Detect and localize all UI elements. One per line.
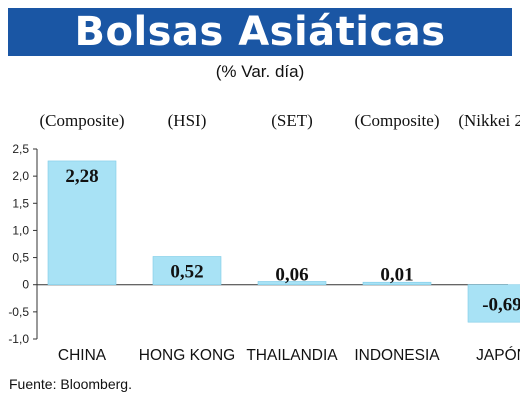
chart-title: Bolsas Asiáticas <box>74 9 446 55</box>
category-label: HONG KONG <box>139 347 235 364</box>
y-tick-label: 1,0 <box>12 223 29 237</box>
y-tick-label: 2,5 <box>12 142 29 156</box>
value-label: -0,69 <box>482 294 520 315</box>
category-label: INDONESIA <box>354 347 440 364</box>
index-label: (Composite) <box>40 111 125 130</box>
value-label: 0,01 <box>380 265 413 286</box>
index-label: (SET) <box>271 111 313 130</box>
index-label: (Nikkei 225) <box>458 111 520 130</box>
bar-indonesia <box>362 281 432 286</box>
bar-thailandia <box>257 281 327 286</box>
y-tick-label: 0,5 <box>12 251 29 265</box>
index-label: (HSI) <box>168 111 207 130</box>
source-note: Fuente: Bloomberg. <box>9 376 132 392</box>
bar-hong-kong <box>152 256 222 286</box>
category-label: THAILANDIA <box>246 347 338 364</box>
value-label: 2,28 <box>65 166 98 187</box>
value-label: 0,06 <box>275 265 308 286</box>
y-tick-label: 0 <box>22 278 29 292</box>
bar-china <box>47 160 117 286</box>
chart-subtitle: (% Var. día) <box>215 62 305 81</box>
y-tick-label: 2,0 <box>12 169 29 183</box>
category-label: JAPÓN <box>476 347 520 364</box>
bar-japón <box>467 284 520 323</box>
y-tick-label: 1,5 <box>12 196 29 210</box>
y-tick-label: -1,0 <box>8 332 29 346</box>
value-label: 0,52 <box>170 261 203 282</box>
category-label: CHINA <box>58 347 107 364</box>
index-label: (Composite) <box>355 111 440 130</box>
title-banner: Bolsas Asiáticas <box>8 8 512 56</box>
y-tick-label: -0,5 <box>8 305 29 319</box>
